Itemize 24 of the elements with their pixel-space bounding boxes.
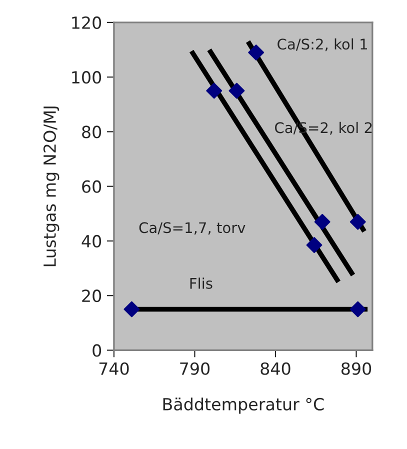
y-tick-label: 20	[82, 290, 102, 302]
x-tick-label: 790	[180, 362, 210, 375]
y-axis-title: Lustgas mg N2O/MJ	[43, 106, 60, 266]
point	[350, 301, 366, 318]
point	[314, 214, 330, 230]
y-tick-label: 60	[82, 180, 102, 193]
x-axis-title: Bäddtemperatur °C	[163, 398, 324, 414]
point	[248, 44, 264, 60]
y-tick-label: 40	[82, 234, 102, 248]
point	[206, 82, 222, 99]
x-tick-label: 840	[260, 362, 290, 375]
point	[306, 237, 322, 254]
annotation: Flis	[190, 278, 212, 289]
point	[228, 82, 245, 99]
x-tick-label: 740	[99, 362, 129, 375]
y-tick-label: 0	[92, 344, 102, 357]
y-tick-label: 120	[72, 16, 102, 30]
point	[124, 301, 140, 318]
annotation: Ca/S:2, kol 1	[278, 38, 367, 52]
annotation: Ca/S=1,7, torv	[139, 222, 246, 235]
x-tick-label: 890	[341, 362, 372, 375]
y-tick-label: 80	[82, 126, 102, 138]
y-tick-label: 100	[72, 71, 102, 84]
point	[350, 214, 366, 230]
